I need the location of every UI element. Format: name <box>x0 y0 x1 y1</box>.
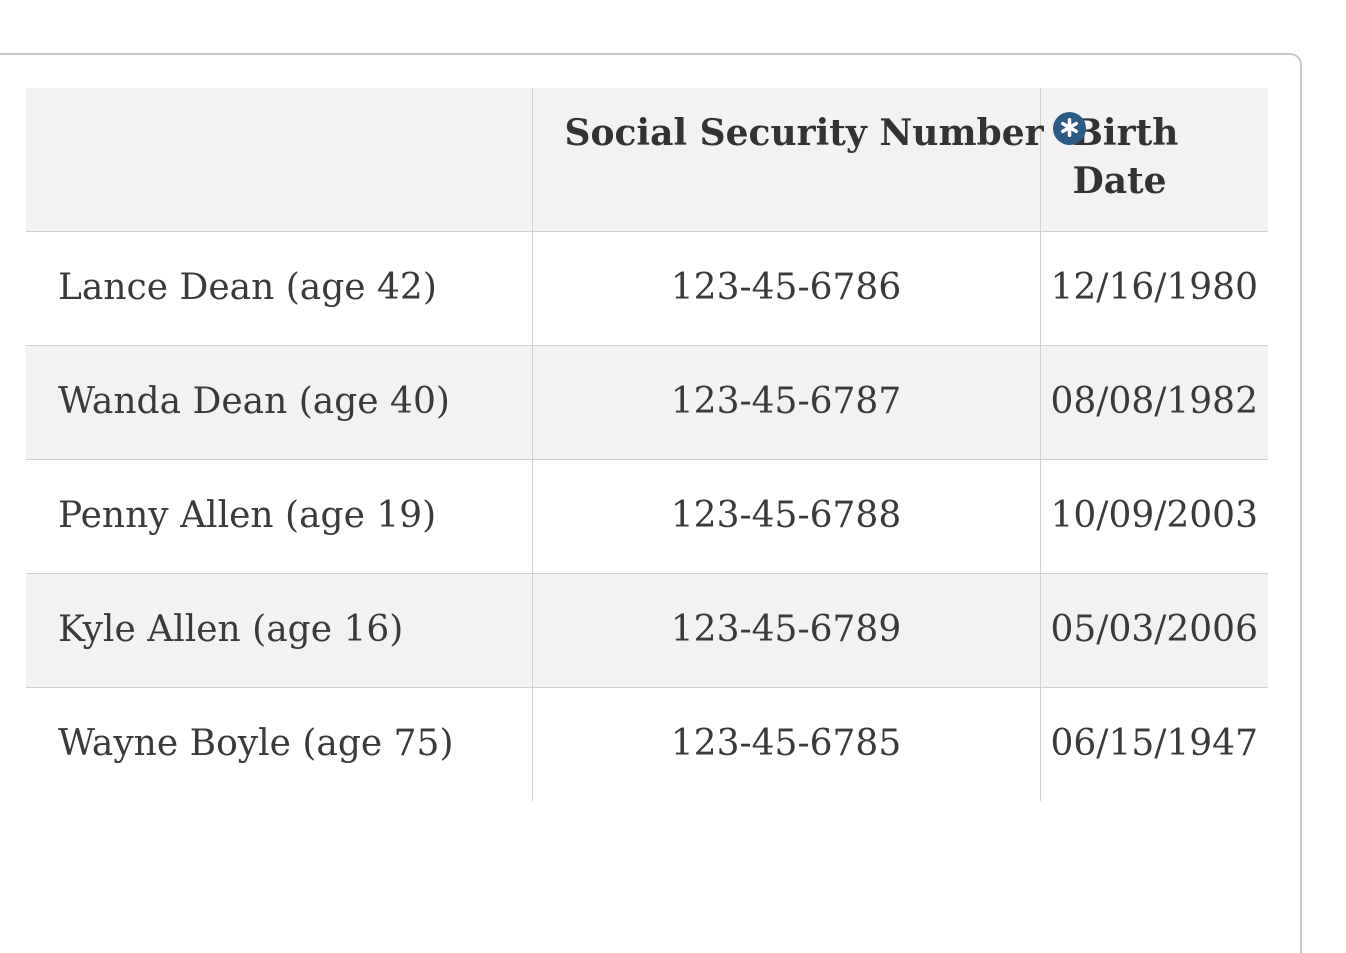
birth-date-column-label: Birth Date <box>1072 112 1179 202</box>
member-name-cell: Lance Dean (age 42) <box>58 267 437 308</box>
ssn-cell: 123-45-6786 <box>531 231 1040 345</box>
ssn-cell: 123-45-6785 <box>531 687 1040 801</box>
content-card <box>0 53 1302 953</box>
member-name-cell: Kyle Allen (age 16) <box>58 609 404 650</box>
table-body: Lance Dean (age 42) 123-45-6786 12/16/19… <box>26 231 1268 801</box>
member-name-cell: Penny Allen (age 19) <box>58 495 437 536</box>
ssn-cell: 123-45-6788 <box>531 459 1040 573</box>
table-header: Social Security Number Birth Date <box>26 88 1268 231</box>
table-row: Wanda Dean (age 40) 123-45-6787 08/08/19… <box>26 345 1268 459</box>
birth-date-column-header: Birth Date <box>1039 88 1268 231</box>
ssn-cell: 123-45-6787 <box>531 345 1040 459</box>
table-row: Kyle Allen (age 16) 123-45-6789 05/03/20… <box>26 573 1268 687</box>
member-column-header <box>26 88 532 231</box>
table-row: Wayne Boyle (age 75) 123-45-6785 06/15/1… <box>26 687 1268 801</box>
birth-date-cell: 08/08/1982 <box>1039 345 1268 459</box>
birth-date-cell: 12/16/1980 <box>1039 231 1268 345</box>
header-row: Social Security Number Birth Date <box>26 88 1268 231</box>
ssn-column-label: Social Security Number <box>564 112 1044 154</box>
asterisk-icon[interactable] <box>1052 111 1086 145</box>
member-name-cell: Wanda Dean (age 40) <box>58 381 450 422</box>
table-row: Lance Dean (age 42) 123-45-6786 12/16/19… <box>26 231 1268 345</box>
birth-date-cell: 10/09/2003 <box>1039 459 1268 573</box>
ssn-column-header: Social Security Number <box>531 88 1086 231</box>
birth-date-cell: 05/03/2006 <box>1039 573 1268 687</box>
birth-date-cell: 06/15/1947 <box>1039 687 1268 801</box>
table-row: Penny Allen (age 19) 123-45-6788 10/09/2… <box>26 459 1268 573</box>
member-name-cell: Wayne Boyle (age 75) <box>58 723 454 765</box>
ssn-cell: 123-45-6789 <box>531 573 1040 687</box>
household-members-table: Social Security Number Birth Date Lance … <box>26 88 1268 801</box>
